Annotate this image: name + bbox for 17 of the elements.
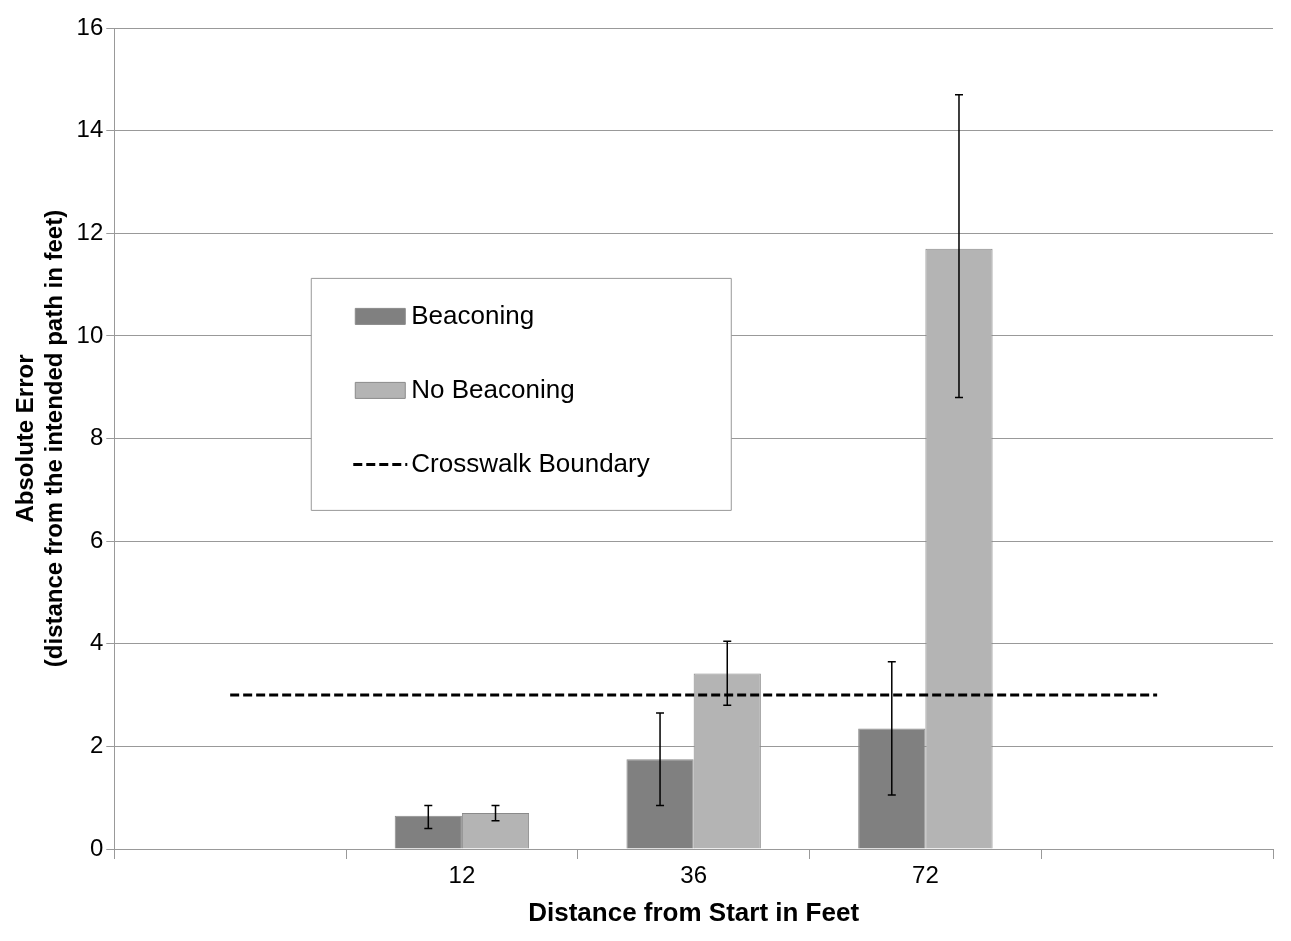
y-axis-title: Absolute Error (distance from the intended path in feet)	[11, 209, 67, 668]
y-tick-label: 16	[76, 12, 104, 40]
legend-label: Beaconing	[411, 299, 535, 330]
y-tick-label: 6	[89, 525, 104, 553]
y-tick-label: 2	[89, 731, 104, 758]
x-axis-title: Distance from Start in Feet	[528, 896, 860, 927]
legend-label: Crosswalk Boundary	[411, 447, 650, 478]
y-tick-label: 8	[89, 423, 104, 451]
y-tick-label: 12	[76, 217, 104, 245]
x-tick-label: 12	[448, 861, 476, 889]
x-tick-label: 36	[680, 861, 707, 889]
y-tick-label: 10	[76, 320, 104, 348]
x-tick-label: 72	[912, 861, 939, 889]
y-tick-label: 4	[89, 628, 104, 656]
y-tick-label: 14	[76, 115, 104, 143]
y-tick-label: 0	[89, 833, 104, 861]
legend-label: No Beaconing	[411, 373, 575, 404]
